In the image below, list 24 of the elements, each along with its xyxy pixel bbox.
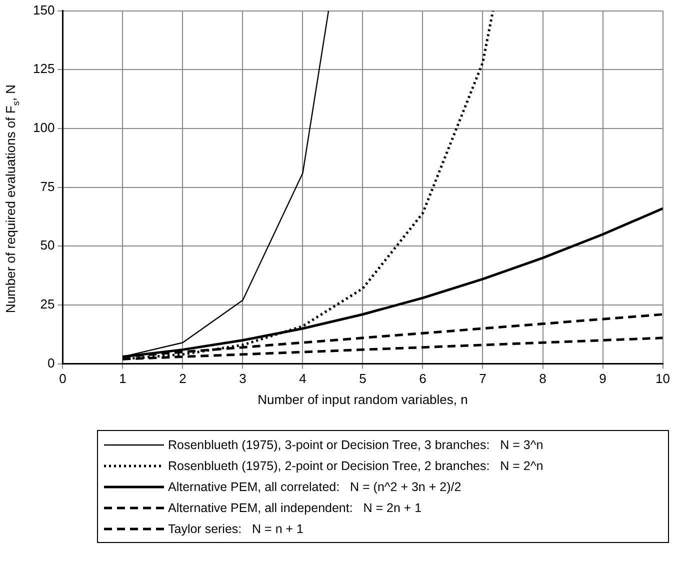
x-tick-label: 4 [299,371,306,386]
x-tick-label: 0 [59,371,66,386]
y-tick-label: 0 [47,355,55,370]
y-tick-label: 50 [40,238,55,253]
x-tick-label: 3 [239,371,246,386]
x-tick-label: 9 [599,371,606,386]
x-tick-label: 5 [359,371,366,386]
y-tick-label: 125 [32,61,55,76]
x-tick-label: 8 [539,371,546,386]
x-tick-label: 2 [179,371,186,386]
x-tick-label: 10 [656,371,670,386]
legend-label: Rosenblueth (1975), 3-point or Decision Tree, 3 branches: N = 3^n [168,438,544,452]
legend-label: Alternative PEM, all correlated: N = (n^2 + 3n + 2)/2 [168,480,462,494]
legend-label: Rosenblueth (1975), 2-point or Decision Tree, 2 branches: N = 2^n [168,458,544,472]
y-tick-label: 150 [32,2,55,18]
legend-label: Alternative PEM, all independent: N = 2n + 1 [168,500,422,514]
x-axis-title: Number of input random variables, n [258,392,468,407]
y-tick-label: 25 [40,296,55,312]
x-tick-label: 7 [479,371,486,386]
x-tick-label: 1 [119,371,126,386]
y-tick-label: 100 [32,120,55,136]
legend-label: Taylor series: N = n + 1 [168,522,304,536]
x-tick-label: 6 [419,371,426,386]
y-tick-label: 75 [40,178,55,194]
